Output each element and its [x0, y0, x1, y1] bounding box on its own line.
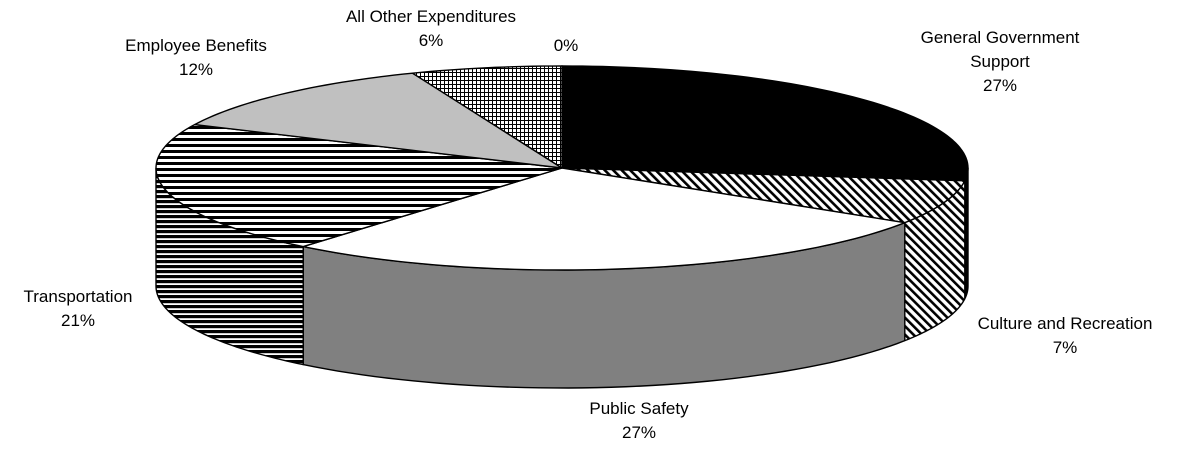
- slice-label-0: General Government Support 27%: [921, 28, 1080, 95]
- slice-top-5: [411, 65, 563, 169]
- slice-label-1: Culture and Recreation 7%: [978, 314, 1153, 357]
- slice-label-line: 0%: [554, 36, 579, 55]
- slice-label-line: Transportation: [24, 287, 133, 306]
- slice-label-5: All Other Expenditures 6%: [346, 7, 516, 50]
- slice-label-line: 27%: [622, 423, 656, 442]
- slice-label-line: Public Safety: [589, 399, 689, 418]
- pie-sides: [155, 167, 969, 389]
- slice-label-line: General Government: [921, 28, 1080, 47]
- slice-top-3: [155, 123, 563, 248]
- slice-top-0: [561, 65, 969, 182]
- slice-label-line: 27%: [983, 76, 1017, 95]
- slice-label-6: 0%: [554, 36, 579, 55]
- slice-label-line: All Other Expenditures: [346, 7, 516, 26]
- slice-label-line: 7%: [1053, 338, 1078, 357]
- slice-label-2: Public Safety 27%: [589, 399, 689, 442]
- slice-label-3: Transportation 21%: [24, 287, 133, 330]
- slice-label-line: Employee Benefits: [125, 36, 267, 55]
- slice-label-line: Support: [970, 52, 1030, 71]
- slice-label-4: Employee Benefits 12%: [125, 36, 267, 79]
- slice-label-line: 12%: [179, 60, 213, 79]
- pie-tops: [155, 65, 969, 271]
- slice-label-line: 6%: [419, 31, 444, 50]
- slice-label-line: Culture and Recreation: [978, 314, 1153, 333]
- slice-label-line: 21%: [61, 311, 95, 330]
- slice-top-4: [193, 72, 563, 169]
- slice-top-1: [561, 167, 966, 224]
- slice-top-2: [302, 167, 906, 271]
- slice-labels: General Government Support 27% Culture and …: [24, 7, 1153, 442]
